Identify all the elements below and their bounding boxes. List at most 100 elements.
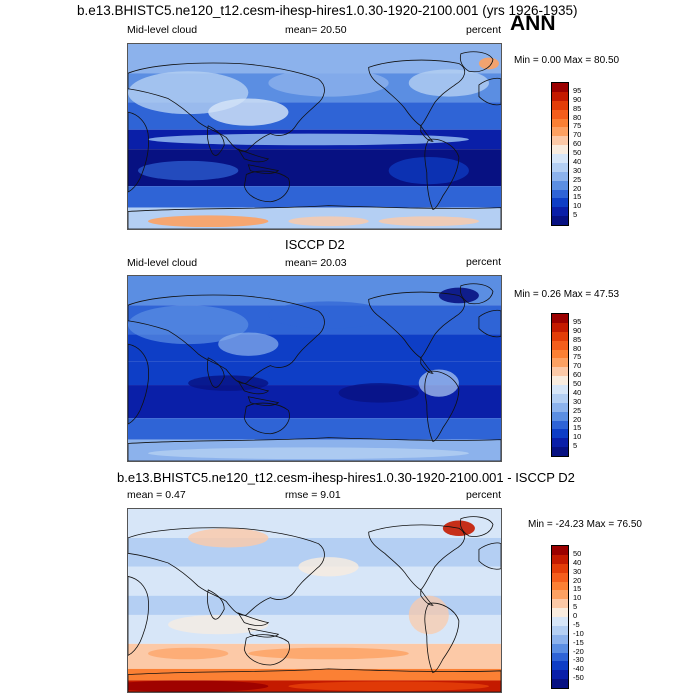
coastline — [368, 291, 466, 359]
panel2-title: ISCCP D2 — [285, 237, 345, 252]
colorbar-swatch — [552, 127, 568, 137]
colorbar-swatch — [552, 331, 568, 341]
colorbar-swatch — [552, 554, 568, 564]
field-band — [128, 276, 501, 306]
coastline — [368, 59, 466, 127]
colorbar-tick-label: 90 — [573, 325, 582, 335]
colorbar-swatch — [552, 385, 568, 394]
field-region — [288, 681, 489, 692]
colorbar-swatch — [552, 314, 568, 323]
colorbar-swatch — [552, 643, 568, 653]
colorbar-swatch — [552, 180, 568, 190]
colorbar-tick-label: 5 — [573, 441, 578, 451]
coastline — [128, 205, 501, 229]
colorbar-swatch — [552, 136, 568, 146]
coastline — [128, 62, 325, 152]
panel3-minmax: Min = -24.23 Max = 76.50 — [528, 519, 642, 530]
field-region — [288, 216, 369, 227]
coastline — [128, 111, 149, 193]
map-field — [128, 509, 501, 692]
colorbar-tick-label: 40 — [573, 387, 582, 397]
colorbar-swatch — [552, 207, 568, 217]
coastline — [420, 356, 434, 374]
colorbar-tick-label: -30 — [573, 655, 584, 665]
field-region — [378, 216, 479, 227]
colorbar-swatch — [552, 171, 568, 181]
colorbar-swatch — [552, 367, 568, 377]
field-region — [168, 614, 269, 635]
colorbar-tick-label: 85 — [573, 334, 582, 344]
field-region — [268, 301, 389, 329]
field-region — [248, 647, 409, 660]
colorbar-swatch — [552, 438, 568, 448]
coastline — [247, 396, 280, 406]
colorbar-tick-label: 20 — [573, 183, 582, 193]
panel3-rmse-label: rmse = 9.01 — [285, 489, 341, 501]
coastline — [247, 627, 280, 638]
colorbar-tick-label: 15 — [573, 192, 582, 202]
colorbar-tick-label: 30 — [573, 165, 582, 175]
field-band — [128, 44, 501, 74]
colorbar-tick-label: -40 — [573, 664, 584, 674]
colorbar-tick-label: 75 — [573, 121, 582, 131]
colorbar-swatch — [552, 563, 568, 573]
colorbar-tick-label: 20 — [573, 414, 582, 424]
coastline — [424, 602, 460, 674]
coastline — [460, 516, 494, 537]
colorbar-swatch — [552, 599, 568, 609]
main-title: b.e13.BHISTC5.ne120_t12.cesm-ihesp-hires… — [77, 3, 578, 18]
colorbar-swatch — [552, 572, 568, 582]
panel2-map — [127, 275, 502, 462]
coastline — [460, 51, 494, 73]
colorbar-swatch — [552, 590, 568, 600]
panel1-mean-label: mean= 20.50 — [285, 24, 347, 36]
colorbar-swatch — [552, 429, 568, 439]
coastline — [478, 309, 501, 338]
colorbar-tick-label: 60 — [573, 370, 582, 380]
colorbar-swatch — [552, 546, 568, 555]
colorbar-swatch — [552, 625, 568, 635]
coastline — [460, 283, 494, 305]
colorbar-tick-label: 25 — [573, 174, 582, 184]
field-region — [138, 160, 239, 181]
colorbar-tick-label: 10 — [573, 593, 582, 603]
panel3-colorbar — [551, 545, 569, 689]
coastline — [237, 148, 270, 163]
colorbar-tick-label: 60 — [573, 139, 582, 149]
field-region — [388, 156, 469, 185]
colorbar-tick-label: -5 — [573, 619, 580, 629]
colorbar-tick-label: 20 — [573, 575, 582, 585]
field-region — [148, 647, 229, 660]
panel2-unit-label: percent — [466, 256, 502, 268]
field-region — [268, 69, 389, 97]
colorbar-tick-label: 75 — [573, 352, 582, 362]
field-band — [128, 668, 501, 681]
field-region — [338, 383, 419, 403]
panel1-map — [127, 43, 502, 230]
field-region — [218, 332, 279, 356]
colorbar-swatch — [552, 420, 568, 430]
map-field — [128, 276, 501, 461]
colorbar-tick-label: -20 — [573, 646, 584, 656]
map-field — [128, 44, 501, 229]
colorbar-tick-label: 25 — [573, 405, 582, 415]
colorbar-swatch — [552, 634, 568, 644]
panel3-mean-label: mean = 0.47 — [127, 489, 186, 501]
coastline — [247, 164, 280, 174]
field-region — [408, 595, 449, 635]
panel3-title: b.e13.BHISTC5.ne120_t12.cesm-ihesp-hires… — [117, 470, 575, 485]
colorbar-tick-label: -15 — [573, 637, 584, 647]
colorbar-swatch — [552, 670, 568, 680]
colorbar-swatch — [552, 189, 568, 199]
colorbar-tick-label: 95 — [573, 316, 582, 326]
colorbar-tick-label: 90 — [573, 94, 582, 104]
field-region — [188, 528, 269, 548]
field-region — [128, 305, 249, 345]
colorbar-tick-label: 95 — [573, 85, 582, 95]
field-region — [148, 215, 269, 228]
coastline — [128, 343, 149, 425]
colorbar-tick-label: 50 — [573, 148, 582, 157]
coastline — [368, 524, 466, 591]
field-region — [208, 98, 289, 126]
field-region — [298, 557, 359, 577]
